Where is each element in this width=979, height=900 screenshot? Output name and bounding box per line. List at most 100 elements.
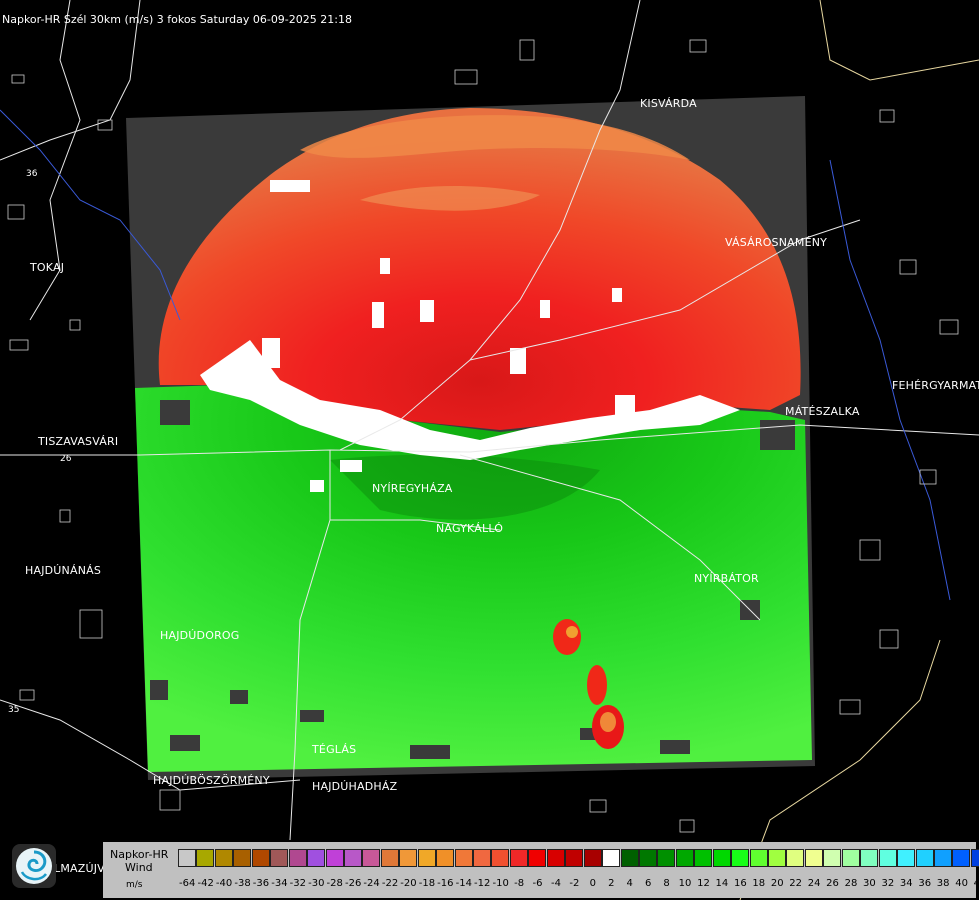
legend-swatch: [768, 849, 786, 867]
town-label-vasarosnameny: VÁSÁROSNAMÉNY: [725, 236, 828, 249]
legend-swatch: [675, 849, 694, 867]
legend-tick-label: 36: [918, 878, 932, 889]
legend-tick-label: -14: [455, 878, 472, 889]
legend-swatch: [362, 849, 381, 867]
legend-tick-label: -30: [308, 878, 325, 889]
legend-quantity: Wind: [125, 861, 153, 874]
legend-swatch: [288, 849, 307, 867]
town-label-mateszalka: MÁTÉSZALKA: [785, 405, 860, 418]
legend-swatch: [270, 849, 289, 867]
legend-swatch: [546, 849, 565, 867]
town-label-hajdunanas: HAJDÚNÁNÁS: [25, 564, 102, 577]
legend-swatch: [638, 849, 657, 867]
legend-tick-label: -32: [289, 878, 307, 889]
town-label-nagykallo: NAGYKÁLLÓ: [436, 522, 504, 535]
legend-tick-label: -12: [474, 878, 491, 889]
legend-swatch: [417, 849, 436, 867]
legend-tick-label: 22: [789, 878, 803, 889]
town-label-kisvarda: KISVÁRDA: [640, 97, 697, 110]
town-label-nyiregyhaza: NYÍREGYHÁZA: [372, 482, 453, 495]
legend-tick-label: 14: [715, 878, 729, 889]
legend-swatch: [565, 849, 584, 867]
legend-tick-label: 40: [955, 878, 968, 889]
road-number-36: 36: [26, 169, 38, 179]
town-label-fehergyarmat: FEHÉRGYARMAT: [892, 379, 979, 392]
legend-swatch: [712, 849, 731, 867]
town-label-hajduboszormeny: HAJDÚBÖSZÖRMÉNY: [153, 774, 270, 787]
legend-swatch: [657, 849, 676, 867]
legend-tick-label: -16: [437, 878, 454, 889]
legend-swatch: [731, 849, 750, 867]
legend-swatch: [509, 849, 528, 867]
legend-tick-label: 20: [770, 878, 784, 889]
legend-swatch: [196, 849, 215, 867]
legend-tick-label: -40: [215, 878, 233, 889]
swirl-icon: [16, 848, 52, 884]
legend-swatch: [970, 849, 979, 867]
legend-name: Napkor-HR: [110, 848, 169, 861]
color-legend: Napkor-HR Wind m/s -64 -4 2 -40 -38 -36 -34 -32…: [103, 842, 979, 898]
legend-tick-label: -6: [532, 878, 543, 889]
legend-swatch: [528, 849, 547, 867]
legend-swatch: [804, 849, 823, 867]
legend-swatch: [307, 849, 326, 867]
legend-swatch: [178, 849, 196, 867]
legend-swatch: [933, 849, 952, 867]
legend-tick-label: -8: [514, 878, 525, 889]
legend-swatch: [694, 849, 713, 867]
legend-tick-label: -64: [179, 878, 196, 889]
legend-tick-label: -18: [418, 878, 436, 889]
legend-tick-label: -38: [234, 878, 251, 889]
green-echo-region: [135, 385, 812, 772]
legend-swatch: [399, 849, 418, 867]
legend-tick-label: 18: [752, 878, 766, 889]
napkor-logo: [12, 844, 56, 888]
legend-swatch: [860, 849, 879, 867]
legend-swatch: [878, 849, 897, 867]
legend-tick-label: -22: [381, 878, 399, 889]
roads: [0, 0, 979, 841]
map-title: Napkor-HR Szél 30km (m/s) 3 fokos Saturd…: [2, 13, 352, 26]
legend-swatch: [897, 849, 916, 867]
legend-swatch: [786, 849, 805, 867]
legend-tick-label: 28: [844, 878, 858, 889]
legend-tick-label: 2: [608, 878, 615, 889]
legend-swatch: [602, 849, 621, 867]
legend-tick-label: 34: [899, 878, 913, 889]
legend-tick-label: -4: [550, 878, 561, 889]
legend-swatch: [214, 849, 233, 867]
legend-tick-label: -36: [252, 878, 270, 889]
legend-tick-label: 42: [973, 878, 979, 889]
legend-swatch: [454, 849, 473, 867]
legend-tick-label: 38: [936, 878, 950, 889]
legend-tick-label: -10: [492, 878, 509, 889]
town-label-nyirbator: NYÍRBÁTOR: [694, 572, 759, 585]
legend-tick-label: -34: [271, 878, 288, 889]
legend-tick-label: -28: [326, 878, 343, 889]
legend-swatch: [233, 849, 252, 867]
legend-tick-label: 10: [678, 878, 692, 889]
legend-swatch: [380, 849, 399, 867]
town-label-hajduhadhaz: HAJDÚHADHÁZ: [312, 780, 398, 793]
town-label-tokaj: TOKAJ: [30, 261, 65, 274]
legend-tick-label: -26: [344, 878, 362, 889]
town-label-tiszavasvari: TISZAVASVÁRI: [38, 435, 119, 448]
legend-swatch: [325, 849, 344, 867]
legend-swatch: [823, 849, 842, 867]
legend-swatch: [343, 849, 362, 867]
legend-swatches: [178, 849, 979, 869]
legend-swatch: [841, 849, 860, 867]
zero-velocity-band: [200, 180, 740, 492]
legend-tick-label: 32: [881, 878, 895, 889]
legend-unit: m/s: [126, 880, 143, 890]
legend-tick-label: 12: [697, 878, 710, 889]
legend-swatch: [491, 849, 510, 867]
legend-swatch: [749, 849, 768, 867]
storm-cells: [553, 619, 624, 749]
road-number-26: 26: [60, 454, 72, 464]
legend-tick-label: -2: [569, 878, 580, 889]
legend-swatch: [583, 849, 602, 867]
legend-tick-label: 26: [826, 878, 839, 889]
